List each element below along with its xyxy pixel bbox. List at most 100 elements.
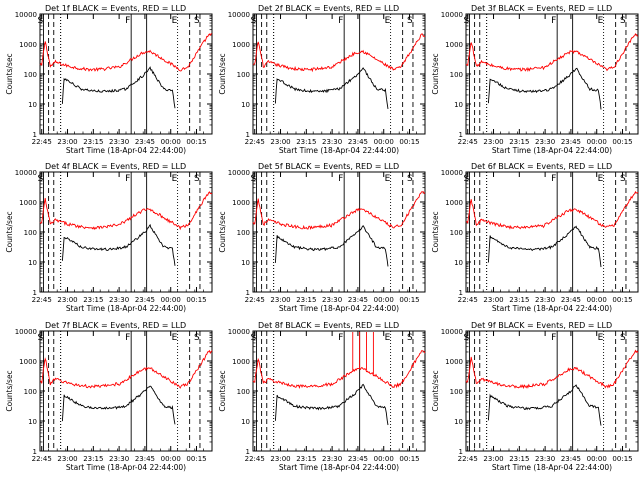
x-tick-label: 23:00 [483, 455, 503, 463]
x-tick-label: 23:45 [135, 455, 155, 463]
x-tick-label: 23:15 [83, 455, 103, 463]
plot-frame [465, 13, 639, 135]
time-marker-label: E [598, 16, 604, 26]
x-tick-label: 23:30 [535, 455, 555, 463]
x-tick-label: 23:00 [57, 296, 77, 304]
y-tick-label: 100 [450, 388, 463, 396]
x-tick-label: 00:00 [161, 455, 181, 463]
y-tick-label: 1000 [19, 199, 37, 207]
x-tick-label: 23:15 [509, 138, 529, 146]
x-axis-label: Start Time (18-Apr-04 22:44:00) [66, 146, 186, 155]
chart-title: Det 7f BLACK = Events, RED = LLD [45, 321, 186, 330]
time-marker-label: F [338, 174, 343, 184]
plot-frame [39, 330, 213, 452]
time-marker-label: F [338, 333, 343, 343]
series-events-line [487, 384, 602, 426]
x-tick-label: 00:00 [161, 138, 181, 146]
y-axis-label: Counts/sec [431, 53, 440, 94]
time-marker-label: S [37, 16, 43, 26]
x-tick-label: 23:00 [270, 138, 290, 146]
y-axis-label: Counts/sec [431, 370, 440, 411]
x-tick-label: 00:15 [186, 296, 206, 304]
x-axis-label: Start Time (18-Apr-04 22:44:00) [66, 463, 186, 472]
time-marker-label: F [551, 333, 556, 343]
x-tick-label: 23:45 [561, 296, 581, 304]
x-tick-label: 23:30 [109, 296, 129, 304]
x-tick-label: 22:45 [458, 455, 478, 463]
x-tick-label: 23:15 [509, 455, 529, 463]
panel-det-2: Det 2f BLACK = Events, RED = LLD 1 10 100 10… [218, 4, 426, 155]
x-axis-label: Start Time (18-Apr-04 22:44:00) [279, 304, 399, 313]
x-tick-label: 23:00 [270, 296, 290, 304]
y-tick-label: 100 [24, 388, 37, 396]
y-tick-label: 10 [241, 101, 250, 109]
y-tick-label: 1 [246, 448, 250, 456]
plot-frame [39, 171, 213, 293]
x-tick-label: 00:15 [399, 296, 419, 304]
series-lld-line [252, 350, 426, 389]
x-tick-label: 23:30 [322, 296, 342, 304]
panel-det-4: Det 4f BLACK = Events, RED = LLD 1 10 100 10… [5, 162, 213, 313]
x-tick-label: 23:45 [348, 455, 368, 463]
y-tick-label: 1 [459, 289, 463, 297]
time-marker-label: S [407, 16, 413, 26]
plot-frame [252, 13, 426, 135]
time-marker-label: S [194, 16, 200, 26]
time-marker-label: S [37, 333, 43, 343]
series-events-line [487, 225, 602, 268]
series-lld-line [465, 349, 639, 390]
y-tick-label: 1000 [445, 41, 463, 49]
time-marker-label: E [172, 174, 178, 184]
y-tick-label: 10 [28, 101, 37, 109]
x-tick-label: 00:00 [374, 138, 394, 146]
x-tick-label: 23:00 [57, 138, 77, 146]
y-tick-label: 100 [24, 229, 37, 237]
y-axis-label: Counts/sec [5, 53, 14, 94]
plot-frame [465, 330, 639, 452]
time-marker-label: E [385, 174, 391, 184]
time-marker-label: S [194, 333, 200, 343]
x-axis-label: Start Time (18-Apr-04 22:44:00) [492, 463, 612, 472]
x-tick-label: 00:15 [612, 296, 632, 304]
x-tick-label: 23:00 [270, 455, 290, 463]
x-tick-label: 00:15 [612, 138, 632, 146]
series-events-line [61, 223, 176, 266]
y-tick-label: 1 [33, 448, 37, 456]
series-lld-line [252, 33, 426, 73]
x-tick-label: 22:45 [32, 138, 52, 146]
y-tick-label: 10000 [228, 169, 250, 177]
chart-title: Det 9f BLACK = Events, RED = LLD [471, 321, 612, 330]
x-tick-label: 22:45 [458, 138, 478, 146]
x-tick-label: 00:15 [612, 455, 632, 463]
plot-frame [465, 171, 639, 293]
y-tick-label: 10 [454, 418, 463, 426]
y-tick-label: 100 [237, 229, 250, 237]
time-marker-label: E [385, 16, 391, 26]
x-tick-label: 23:15 [509, 296, 529, 304]
y-tick-label: 10000 [441, 11, 463, 19]
time-marker-label: F [125, 16, 130, 26]
series-lld-line [465, 33, 639, 73]
series-lld-line [465, 190, 639, 230]
x-tick-label: 23:45 [561, 138, 581, 146]
y-tick-label: 10 [28, 259, 37, 267]
series-lld-line [252, 191, 426, 231]
x-tick-label: 00:15 [186, 455, 206, 463]
y-tick-label: 10000 [15, 328, 37, 336]
x-tick-label: 00:00 [587, 138, 607, 146]
x-tick-label: 22:45 [458, 296, 478, 304]
y-tick-label: 1000 [232, 41, 250, 49]
y-tick-label: 1000 [445, 199, 463, 207]
panel-det-5: Det 5f BLACK = Events, RED = LLD 1 10 100 10… [218, 162, 426, 313]
x-tick-label: 23:45 [561, 455, 581, 463]
series-lld-line [39, 349, 213, 389]
x-tick-label: 23:15 [83, 296, 103, 304]
time-marker-label: E [385, 333, 391, 343]
x-tick-label: 23:00 [483, 138, 503, 146]
plot-frame [252, 330, 426, 452]
y-tick-label: 1 [459, 448, 463, 456]
panel-det-1: Det 1f BLACK = Events, RED = LLD 1 10 100 10… [5, 4, 213, 155]
x-tick-label: 22:45 [245, 455, 265, 463]
series-events-line [274, 67, 389, 109]
